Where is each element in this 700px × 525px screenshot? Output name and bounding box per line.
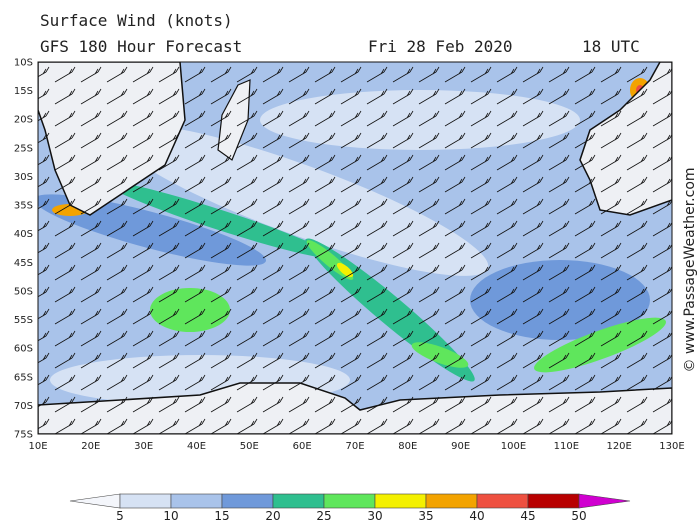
lat-label: 10S bbox=[14, 58, 33, 69]
map bbox=[38, 62, 672, 434]
lat-label: 65S bbox=[14, 372, 33, 383]
lat-label: 25S bbox=[14, 143, 33, 154]
time: 18 UTC bbox=[582, 37, 640, 56]
colorbar-segment bbox=[527, 493, 580, 509]
colorbar-label: 45 bbox=[520, 509, 535, 523]
colorbar-label: 10 bbox=[163, 509, 178, 523]
colorbar-segment bbox=[374, 493, 427, 509]
title: Surface Wind (knots) bbox=[40, 11, 233, 30]
colorbar: 5 10 15 20 25 30 35 40 45 50 bbox=[69, 493, 631, 523]
lon-label: 20E bbox=[81, 441, 100, 452]
lat-label: 45S bbox=[14, 258, 33, 269]
lon-label: 80E bbox=[398, 441, 417, 452]
lat-label: 55S bbox=[14, 315, 33, 326]
latitude-labels: 10S 15S 20S 25S 30S 35S 40S 45S 50S 55S 60S 65S 70S 7… bbox=[14, 58, 33, 441]
lat-label: 75S bbox=[14, 430, 33, 441]
lon-label: 30E bbox=[134, 441, 153, 452]
lon-label: 90E bbox=[451, 441, 470, 452]
colorbar-high bbox=[578, 493, 631, 509]
map-frame bbox=[37, 61, 673, 435]
lat-label: 15S bbox=[14, 86, 33, 97]
lat-label: 40S bbox=[14, 229, 33, 240]
colorbar-label: 50 bbox=[571, 509, 586, 523]
colorbar-label: 5 bbox=[116, 509, 124, 523]
lat-label: 50S bbox=[14, 286, 33, 297]
lat-label: 30S bbox=[14, 172, 33, 183]
colorbar-label: 40 bbox=[469, 509, 484, 523]
subtitle: GFS 180 Hour Forecast bbox=[40, 37, 242, 56]
lon-label: 100E bbox=[501, 441, 526, 452]
lon-label: 40E bbox=[187, 441, 206, 452]
longitude-labels: 10E 20E 30E 40E 50E 60E 70E 80E 90E 100E 110E 120E 1… bbox=[28, 441, 684, 452]
colorbar-label: 30 bbox=[367, 509, 382, 523]
lat-label: 20S bbox=[14, 115, 33, 126]
colorbar-segment bbox=[425, 493, 478, 509]
credit: © www.PassageWeather.com bbox=[682, 167, 698, 372]
lon-label: 10E bbox=[28, 441, 47, 452]
colorbar-label: 25 bbox=[316, 509, 331, 523]
lat-label: 70S bbox=[14, 401, 33, 412]
lon-label: 130E bbox=[659, 441, 684, 452]
colorbar-segment bbox=[221, 493, 274, 509]
colorbar-segment bbox=[170, 493, 223, 509]
lon-label: 70E bbox=[345, 441, 364, 452]
lon-label: 60E bbox=[293, 441, 312, 452]
lon-label: 50E bbox=[240, 441, 259, 452]
colorbar-low bbox=[69, 493, 121, 509]
colorbar-label: 35 bbox=[418, 509, 433, 523]
colorbar-segment bbox=[119, 493, 172, 509]
colorbar-segment bbox=[323, 493, 376, 509]
lon-label: 110E bbox=[554, 441, 579, 452]
colorbar-label: 15 bbox=[214, 509, 229, 523]
colorbar-segment bbox=[476, 493, 529, 509]
date: Fri 28 Feb 2020 bbox=[368, 37, 513, 56]
lon-label: 120E bbox=[606, 441, 631, 452]
colorbar-segment bbox=[272, 493, 325, 509]
colorbar-label: 20 bbox=[265, 509, 280, 523]
lat-label: 35S bbox=[14, 201, 33, 212]
lat-label: 60S bbox=[14, 344, 33, 355]
